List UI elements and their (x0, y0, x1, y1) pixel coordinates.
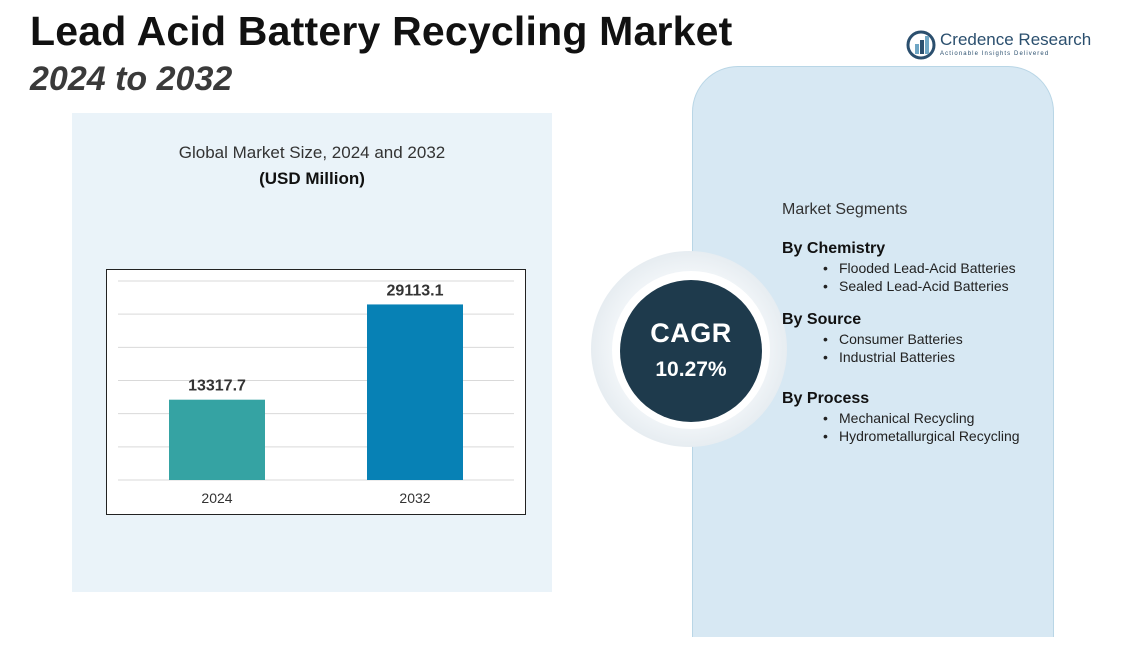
x-tick-label: 2024 (201, 490, 232, 506)
segment-item: • Sealed Lead-Acid Batteries (782, 278, 1016, 296)
segment-item-label: Industrial Batteries (839, 348, 955, 365)
data-label: 13317.7 (188, 378, 246, 395)
data-label: 29113.1 (387, 282, 444, 299)
segment-item-label: Flooded Lead-Acid Batteries (839, 260, 1016, 276)
bullet-icon: • (823, 331, 828, 347)
segment-item: • Mechanical Recycling (782, 410, 1020, 428)
x-tick-label: 2032 (399, 490, 430, 506)
segment-group-source: By Source • Consumer Batteries • Industr… (782, 311, 963, 366)
bullet-icon: • (823, 410, 828, 426)
segment-item: • Flooded Lead-Acid Batteries (782, 260, 1016, 278)
segment-group-title: By Source (782, 311, 862, 328)
segment-item-label: Hydrometallurgical Recycling (839, 427, 1020, 444)
segment-item-label: Sealed Lead-Acid Batteries (839, 277, 1009, 294)
segment-group-chemistry: By Chemistry • Flooded Lead-Acid Batteri… (782, 240, 1016, 295)
chart-title: Global Market Size, 2024 and 2032 (178, 143, 446, 162)
bar-2024 (169, 399, 265, 480)
segment-item-label: Mechanical Recycling (839, 410, 975, 426)
brand-tagline: Actionable Insights Delivered (940, 51, 1050, 57)
segment-item: • Industrial Batteries (782, 349, 963, 367)
segment-item: • Consumer Batteries (782, 331, 963, 349)
bullet-icon: • (823, 427, 828, 444)
brand-name: Credence Research (940, 30, 1092, 49)
segment-item-label: Consumer Batteries (839, 331, 963, 347)
segment-group-title: By Process (782, 390, 870, 407)
page-title: Lead Acid Battery Recycling Market (30, 8, 733, 54)
cagr-label: CAGR (650, 318, 732, 348)
brand-logo[interactable]: Credence Research Actionable Insights De… (906, 28, 1096, 62)
segment-group-process: By Process • Mechanical Recycling • Hydr… (782, 390, 1020, 445)
segment-item: • Hydrometallurgical Recycling (782, 428, 1020, 446)
bar-2032 (367, 304, 463, 480)
bullet-icon: • (823, 277, 828, 294)
cagr-badge (620, 280, 762, 422)
chart-unit-label: (USD Million) (259, 169, 365, 188)
bar-chart-logo-icon (906, 30, 936, 60)
segment-group-title: By Chemistry (782, 240, 886, 257)
bullet-icon: • (823, 348, 828, 365)
segments-heading: Market Segments (782, 201, 908, 218)
bullet-icon: • (823, 260, 828, 276)
bar-chart: 13317.7 2024 29113.1 2032 (106, 269, 526, 515)
page-subtitle: 2024 to 2032 (30, 60, 233, 98)
cagr-value: 10.27% (655, 358, 727, 381)
